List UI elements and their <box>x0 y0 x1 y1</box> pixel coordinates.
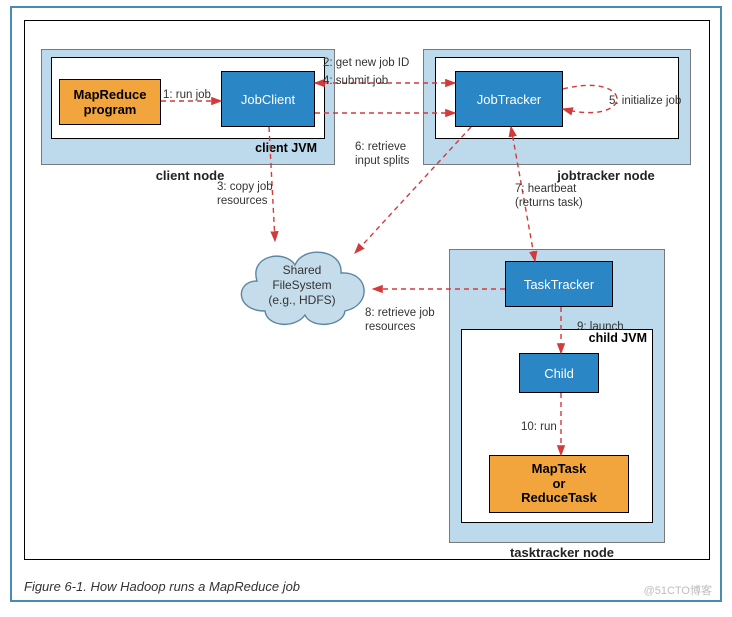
comp-tasktracker: TaskTracker <box>505 261 613 307</box>
jvm-client-label: client JVM <box>177 141 317 155</box>
diagram-frame: client node jobtracker node tasktracker … <box>24 20 710 560</box>
comp-jobtracker: JobTracker <box>455 71 563 127</box>
label-run-task: 10: run <box>521 421 557 435</box>
label-retrieve-splits: 6: retrieve input splits <box>355 141 409 169</box>
cloud-label: Shared FileSystem (e.g., HDFS) <box>253 263 351 308</box>
node-jobtracker-label: jobtracker node <box>541 168 671 183</box>
label-retrieve-res: 8: retrieve job resources <box>365 307 435 335</box>
comp-maptask: MapTask or ReduceTask <box>489 455 629 513</box>
label-run-job: 1: run job <box>163 89 211 103</box>
label-submit-job: 4: submit job <box>323 75 388 89</box>
label-get-job-id: 2: get new job ID <box>323 57 409 71</box>
comp-mapreduce-program: MapReduce program <box>59 79 161 125</box>
label-launch: 9: launch <box>577 321 624 335</box>
watermark: @51CTO博客 <box>644 582 712 598</box>
figure-caption: Figure 6-1. How Hadoop runs a MapReduce … <box>24 579 300 594</box>
label-init-job: 5: initialize job <box>609 95 681 109</box>
comp-child: Child <box>519 353 599 393</box>
comp-jobclient: JobClient <box>221 71 315 127</box>
node-tasktracker-label: tasktracker node <box>497 545 627 560</box>
label-copy-res: 3: copy job resources <box>217 181 273 209</box>
label-heartbeat: 7: heartbeat (returns task) <box>515 183 583 211</box>
outer-frame: client node jobtracker node tasktracker … <box>10 6 722 602</box>
cloud-shared-fs: Shared FileSystem (e.g., HDFS) <box>225 231 375 331</box>
